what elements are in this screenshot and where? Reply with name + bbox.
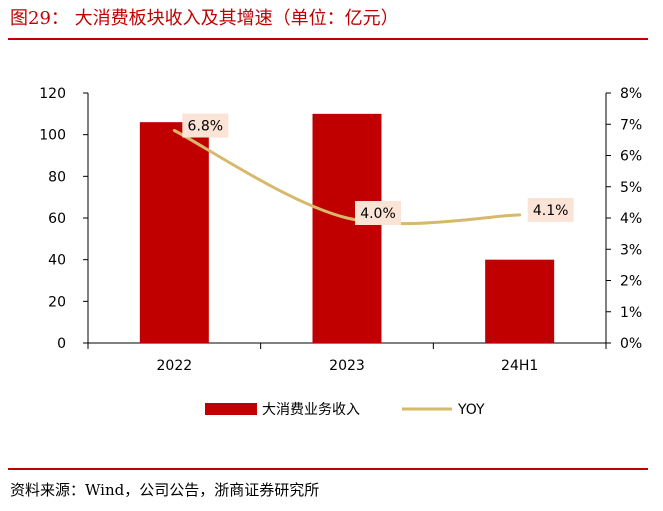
right-tick-label: 8%: [620, 86, 642, 102]
left-tick-label: 120: [39, 86, 66, 102]
yoy-line: [172, 129, 522, 226]
x-tick-label: 24H1: [501, 358, 538, 374]
x-tick-label: 2023: [329, 358, 365, 374]
title-divider: [8, 38, 648, 40]
data-label-box: [182, 113, 229, 138]
data-label-box: [355, 201, 401, 225]
right-tick-label: 0%: [620, 336, 642, 352]
left-tick-label: 40: [48, 253, 66, 269]
data-label-box: [527, 197, 574, 222]
right-tick-label: 2%: [620, 274, 642, 290]
right-tick-label: 7%: [620, 117, 642, 133]
left-tick-label: 20: [48, 294, 66, 310]
legend-label: 大消费业务收入: [262, 402, 360, 418]
bar: [485, 259, 555, 343]
data-label: 4.0%: [360, 206, 396, 222]
left-tick-label: 60: [48, 211, 66, 227]
chart: 0 20 40 60 80 100 120 0% 1% 2% 3% 4% 5% 6% 7% 8% 2022 202…: [39, 86, 642, 418]
right-tick-label: 4%: [620, 211, 642, 227]
source-note: 资料来源：Wind，公司公告，浙商证券研究所: [10, 481, 320, 499]
figure-title: 图29： 大消费板块收入及其增速（单位：亿元）: [10, 8, 399, 29]
left-tick-label: 0: [57, 336, 66, 352]
bar: [312, 113, 382, 343]
x-tick-label: 2022: [157, 358, 193, 374]
right-tick-label: 5%: [620, 180, 642, 196]
right-tick-label: 3%: [620, 242, 642, 258]
right-tick-label: 1%: [620, 305, 642, 321]
source-divider: [8, 468, 648, 470]
data-label: 4.1%: [533, 203, 569, 219]
legend-bar-swatch: [205, 403, 257, 415]
data-label: 6.8%: [188, 119, 224, 135]
right-tick-label: 6%: [620, 149, 642, 165]
left-tick-label: 80: [48, 169, 66, 185]
bar: [139, 122, 209, 344]
left-tick-label: 100: [39, 128, 66, 144]
legend-label: YOY: [457, 402, 485, 418]
